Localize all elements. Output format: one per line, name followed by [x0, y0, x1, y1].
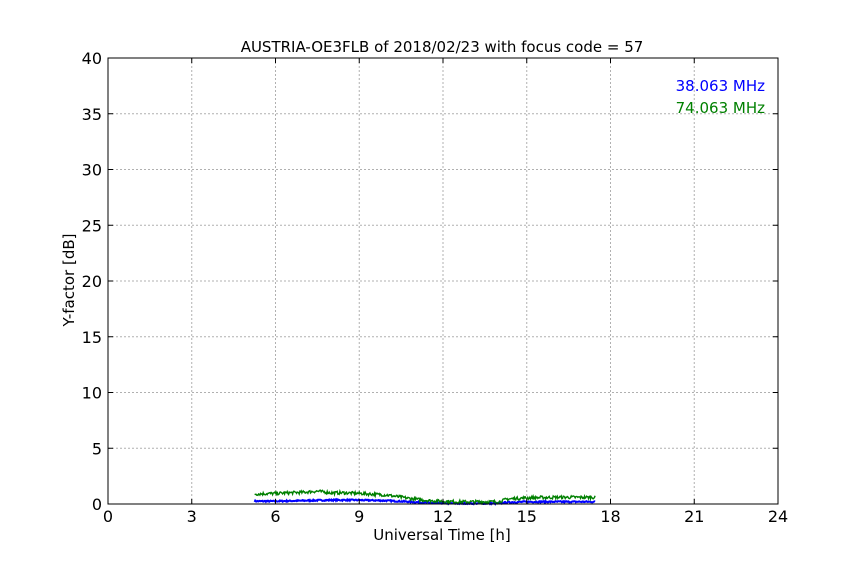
- x-tick-label: 6: [270, 507, 280, 526]
- y-tick-label: 30: [82, 161, 102, 180]
- x-tick-label: 21: [684, 507, 704, 526]
- series-line: [254, 488, 596, 506]
- x-tick-label: 18: [600, 507, 620, 526]
- series-layer: [253, 488, 596, 506]
- legend-entry: 74.063 MHz: [676, 99, 765, 117]
- chart-title: AUSTRIA-OE3FLB of 2018/02/23 with focus …: [241, 38, 644, 56]
- y-tick-label: 35: [82, 105, 102, 124]
- x-tick-label: 24: [768, 507, 788, 526]
- y-tick-label: 15: [82, 328, 102, 347]
- ticks: [107, 57, 779, 505]
- x-tick-label: 15: [517, 507, 537, 526]
- tick-labels: 0 3 6 9 12 15 18 21 24 0 5 10 15 20 25 30 35 40: [82, 49, 789, 526]
- y-tick-label: 5: [92, 439, 102, 458]
- series-line: [253, 497, 596, 506]
- y-tick-label: 0: [92, 495, 102, 514]
- legend-entry: 38.063 MHz: [676, 77, 765, 95]
- x-tick-label: 3: [187, 507, 197, 526]
- y-tick-label: 10: [82, 384, 102, 403]
- y-tick-label: 40: [82, 49, 102, 68]
- x-tick-label: 9: [354, 507, 364, 526]
- legend: 38.063 MHz 74.063 MHz: [676, 77, 765, 117]
- grid: [108, 58, 778, 504]
- y-tick-label: 20: [82, 272, 102, 291]
- y-axis-label: Y-factor [dB]: [60, 233, 78, 327]
- x-tick-label: 0: [103, 507, 113, 526]
- y-tick-label: 25: [82, 216, 102, 235]
- x-axis-label: Universal Time [h]: [373, 526, 511, 544]
- x-tick-label: 12: [433, 507, 453, 526]
